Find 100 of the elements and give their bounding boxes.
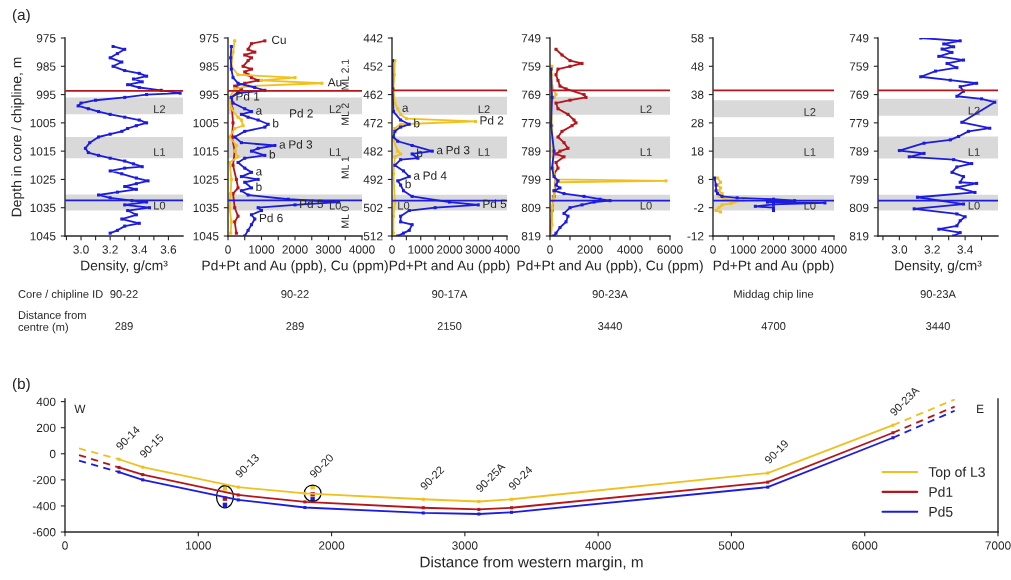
annotation: E	[977, 404, 984, 413]
x-tick-label: 4000	[617, 245, 643, 254]
y-tick-label: 1045	[30, 232, 56, 241]
band-label: L0	[329, 201, 341, 210]
y-tick-label: 400	[36, 397, 56, 406]
x-tick-label: 2000	[436, 245, 463, 254]
y-tick-label: 749	[521, 34, 541, 43]
x-axis-title: Pd+Pt and Au (ppb)	[389, 260, 510, 274]
y-tick-label: 985	[199, 62, 219, 71]
x-tick-label: 1000	[186, 541, 211, 550]
annotation: Pd 5	[483, 199, 507, 209]
x-tick-label: 2000	[319, 541, 345, 550]
annotation: Pd 6	[259, 213, 283, 223]
y-tick-label: 38	[691, 90, 704, 99]
y-tick-label: 0	[49, 449, 56, 459]
y-tick-label: 995	[36, 90, 56, 99]
y-tick-label: -200	[32, 475, 56, 485]
text: (a)	[12, 8, 30, 24]
text: 3440	[926, 322, 950, 330]
y-tick-label: 48	[691, 62, 704, 71]
annotation: ML 0	[341, 206, 349, 228]
y-tick-label: 779	[521, 118, 541, 128]
y-tick-label: -600	[32, 528, 56, 537]
y-tick-label: 1035	[193, 203, 219, 213]
x-axis-title: Density, g/cm³	[81, 260, 168, 274]
x-axis-title: Density, g/cm³	[895, 260, 982, 274]
band-label: L2	[329, 105, 341, 113]
band-label: L0	[804, 201, 816, 210]
band-label: L2	[640, 105, 652, 114]
x-tick-label: 2000	[760, 245, 787, 254]
y-tick-label: 1005	[30, 118, 56, 128]
y-tick-label: 975	[199, 34, 219, 43]
band-label: L1	[478, 148, 490, 156]
annotation: Pd 2	[290, 108, 313, 118]
y-tick-label: 1015	[30, 147, 56, 156]
annotation: b	[405, 179, 411, 189]
y-tick-label: 809	[849, 203, 869, 213]
band-label: L2	[154, 105, 166, 113]
text: 289	[286, 322, 304, 330]
x-tick-label: 3000	[791, 245, 817, 254]
x-tick-label: 3.0	[891, 245, 908, 254]
band-label: L1	[329, 148, 341, 156]
y-tick-label: 799	[849, 175, 869, 184]
x-tick-label: 7000	[985, 541, 1011, 550]
y-tick-label: 759	[521, 62, 541, 71]
annotation: a	[256, 169, 263, 176]
y-tick-label: 1005	[193, 118, 219, 128]
x-tick-label: 0	[547, 245, 553, 254]
y-tick-label: 1035	[30, 203, 56, 213]
y-tick-label: 200	[36, 423, 56, 433]
annotation: Pd 3	[446, 145, 470, 155]
y-tick-label: 819	[521, 232, 541, 241]
text: 4700	[761, 322, 786, 330]
x-tick-label: 5000	[718, 541, 745, 550]
y-tick-label: 769	[849, 90, 869, 99]
x-tick-label: 6000	[657, 245, 683, 254]
x-tick-label: 3000	[452, 541, 478, 550]
y-tick-label: 799	[521, 175, 541, 184]
y-tick-label: 8	[697, 175, 704, 184]
annotation: a	[279, 142, 286, 149]
band-label: L2	[968, 106, 980, 115]
annotation: ML 2.1	[341, 59, 349, 90]
x-tick-label: 3000	[315, 245, 342, 254]
text: Core / chipline ID	[18, 289, 103, 301]
y-tick-label: 985	[36, 62, 56, 71]
legend-label: Top of L3	[928, 466, 985, 480]
band-label: L2	[804, 108, 816, 116]
text: 2150	[437, 322, 462, 330]
text: Middag chip line	[734, 289, 814, 301]
y-tick-label: 749	[849, 34, 869, 43]
text: 90-17A	[432, 290, 468, 298]
x-axis-title: Pd+Pt and Au (ppb), Cu (ppm)	[202, 260, 388, 274]
y-tick-label: 452	[363, 62, 383, 71]
x-tick-label: 0	[225, 245, 231, 254]
annotation: a	[413, 173, 420, 180]
x-tick-label: 3.6	[160, 245, 177, 254]
band-label: L0	[968, 201, 980, 210]
x-tick-label: 3.4	[957, 245, 973, 254]
annotation: a	[256, 108, 263, 115]
y-tick-label: 995	[199, 90, 219, 99]
band-label: L1	[968, 148, 980, 156]
band-label: L0	[640, 201, 652, 210]
text: 90-23A	[592, 290, 628, 298]
y-tick-label: 779	[849, 118, 869, 128]
y-tick-label: 809	[521, 203, 541, 213]
x-tick-label: 3.0	[73, 245, 89, 254]
x-tick-label: 1000	[731, 245, 756, 254]
x-tick-label: 2000	[577, 245, 603, 254]
annotation: a	[436, 147, 443, 155]
y-tick-label: 769	[521, 90, 541, 99]
y-tick-label: 462	[363, 90, 383, 99]
band-label: L0	[154, 201, 166, 210]
annotation: Pd 2	[480, 115, 504, 125]
text: 3440	[598, 322, 622, 330]
y-tick-label: -2	[694, 203, 704, 212]
y-tick-label: 1025	[193, 175, 219, 184]
x-tick-label: 3.2	[924, 245, 940, 254]
annotation: b	[256, 182, 262, 192]
legend-label: Pd5	[929, 506, 953, 517]
y-tick-label: 1045	[193, 232, 219, 241]
